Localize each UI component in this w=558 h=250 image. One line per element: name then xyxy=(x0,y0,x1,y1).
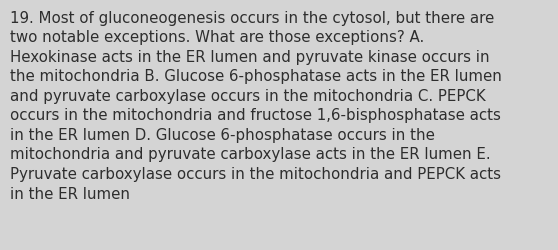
Text: 19. Most of gluconeogenesis occurs in the cytosol, but there are
two notable exc: 19. Most of gluconeogenesis occurs in th… xyxy=(10,10,502,201)
